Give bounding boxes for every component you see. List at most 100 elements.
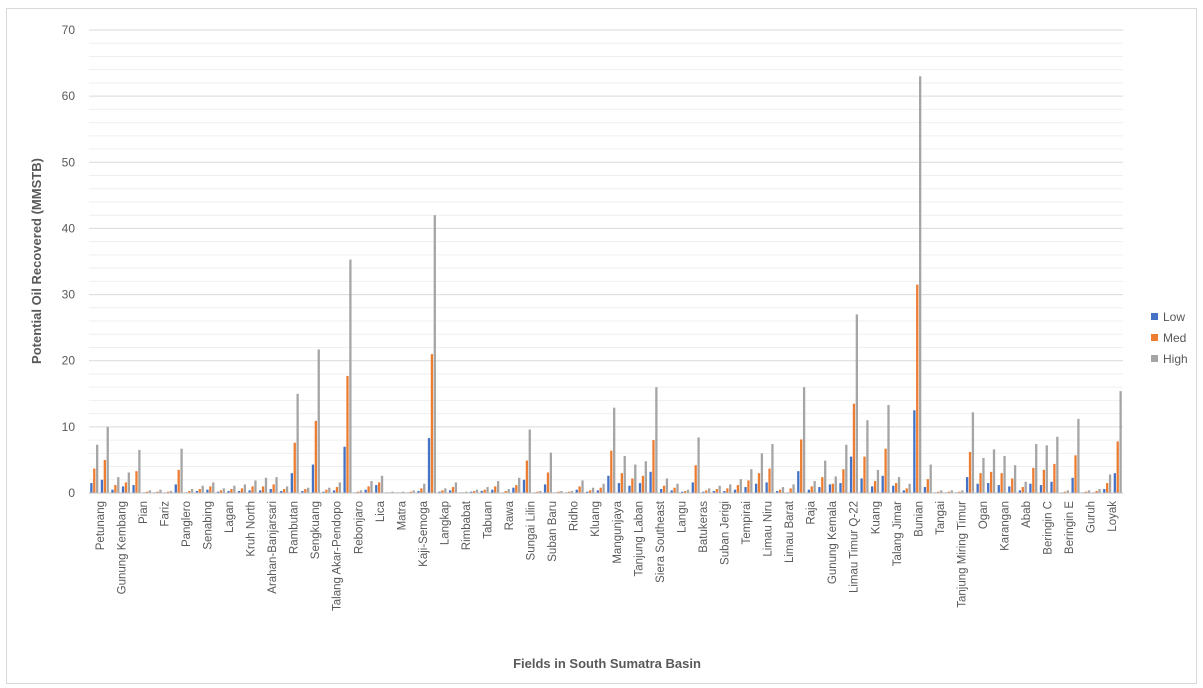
bar-high [465,491,468,493]
x-tick-label: Sengkuang [310,501,322,559]
bar-low [1103,489,1106,493]
bar-med [1032,467,1035,493]
bar-high [1066,490,1070,493]
bar-high [222,488,225,493]
bar-med [103,459,106,493]
bar-med [525,460,529,493]
bar-high [349,259,352,493]
bar-low [839,483,842,493]
bar-low [723,491,726,493]
bar-high [876,469,880,493]
bar-low [1050,481,1053,493]
bar-high [802,387,806,493]
bar-high [148,490,152,493]
x-tick-label: Petunang [95,501,107,550]
x-tick-label: Gunung Kemala [827,500,839,584]
bar-med [356,491,360,493]
bar-med [778,489,782,493]
bar-low [290,473,293,493]
bar-low [364,489,367,493]
bar-low [1029,483,1032,493]
x-tick-label: Langkap [439,501,451,545]
bar-med [546,472,550,493]
bar-high [750,469,753,493]
bar-high [771,444,774,493]
bar-high [1035,444,1038,493]
bar-high [159,489,162,493]
bar-med [430,354,434,493]
bar-high [307,487,310,493]
bar-low [902,490,905,493]
x-tick-label: Kluang [590,501,602,537]
bar-low [797,471,800,493]
bar-high [940,490,943,493]
bar-high [929,464,932,493]
bar-low [628,485,631,493]
bar-low [607,475,610,493]
bar-med [958,491,961,493]
bar-high [233,485,236,493]
x-tick-label: Batukeras [698,501,710,553]
bar-low [765,482,768,493]
bar-low [871,486,874,493]
bar-low [90,483,93,493]
bar-low [448,490,452,493]
bar-high [285,486,289,493]
bar-med [515,485,518,493]
bar-low [375,485,378,493]
bar-low [807,489,810,493]
bar-high [908,483,911,493]
bar-low [976,483,979,493]
bar-med [1106,483,1109,493]
chart-frame: 0 10 20 30 40 50 60 70 Petunang Gunung Kembang Pia… [6,8,1197,684]
x-tick-label: Ridho [569,501,581,531]
bar-high [697,437,700,493]
bar-high [718,485,721,493]
bar-med [620,473,623,493]
bar-low [174,484,177,493]
bar-med [293,442,296,493]
bar-med [916,284,919,493]
bar-high [813,481,816,493]
bar-med [905,488,908,493]
x-tick-label: Limau Niru [763,501,775,557]
bar-low [849,456,853,493]
bar-low [987,483,990,493]
legend-swatch-high [1151,355,1158,362]
bar-med [483,489,486,493]
x-tick-label: Beringin E [1064,501,1076,554]
bar-low [132,485,135,493]
bar-med [747,480,750,493]
bar-med [124,482,128,493]
bar-med [177,469,180,493]
bar-med [1042,469,1046,493]
bar-high [528,429,531,493]
bar-low [965,477,969,493]
bar-med [314,420,317,493]
bar-med [1074,455,1077,493]
bar-low [195,491,199,493]
y-tick-label: 0 [68,486,75,500]
bar-high [359,490,363,493]
bar-med [821,477,824,493]
bar-med [557,491,560,493]
x-tick-label: Tempirai [741,501,753,544]
bar-med [652,440,655,493]
bar-high [539,491,542,493]
bar-med [873,481,877,493]
x-axis-title: Fields in South Sumatra Basin [513,656,701,671]
bar-low [575,489,578,493]
legend-label-high: High [1163,352,1188,366]
bar-med [378,482,381,493]
bar-low [818,487,821,493]
bar-low [322,491,325,493]
bar-med [1084,491,1088,493]
bar-high [634,464,637,493]
bar-med [272,484,275,493]
bar-low [100,479,104,493]
bar-low [997,485,1000,493]
bar-high [644,461,647,493]
bar-med [198,489,201,493]
bar-low [438,491,441,493]
bar-low [1008,486,1011,493]
